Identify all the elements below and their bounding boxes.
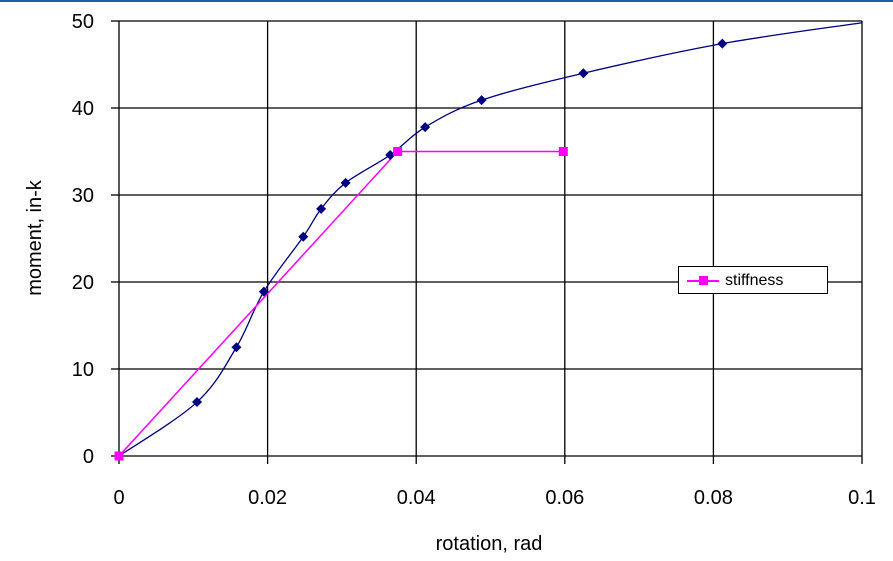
series-layer (114, 22, 863, 461)
top-border-rule (0, 0, 893, 2)
y-tick-label: 0 (83, 446, 94, 468)
y-tick-label: 20 (72, 272, 94, 294)
legend-swatch-marker (699, 276, 708, 285)
x-tick-label: 0 (113, 487, 124, 509)
moment-data-point (578, 68, 589, 79)
moment-data-point (231, 342, 242, 353)
moment-curve-line (118, 22, 863, 457)
moment-data-point (192, 397, 203, 408)
y-tick-label: 40 (72, 98, 94, 120)
grid-lines (111, 20, 863, 464)
x-tick-label: 0.04 (397, 487, 436, 509)
moment-data-point (340, 177, 351, 188)
legend-label-stiffness: stiffness (725, 272, 784, 289)
moment-data-point (476, 95, 487, 106)
legend: stiffness (678, 266, 828, 294)
y-tick-label: 50 (72, 11, 94, 33)
moment-data-point (385, 149, 396, 160)
moment-data-point (316, 203, 327, 214)
moment-data-point (420, 122, 431, 133)
moment-data-point (258, 286, 269, 297)
x-tick-label: 0.1 (848, 487, 876, 509)
x-tick-label: 0.08 (694, 487, 733, 509)
moment-data-point (717, 38, 728, 49)
stiffness-data-point (114, 451, 124, 461)
stiffness-line (118, 150, 564, 457)
tick-labels: 0 0.02 0.04 0.06 0.08 0.1 0 10 20 30 40 50 (72, 11, 876, 509)
y-axis-label: moment, in-k (24, 179, 46, 296)
y-tick-label: 10 (72, 359, 94, 381)
stiffness-data-point (393, 147, 403, 156)
x-axis-label: rotation, rad (436, 533, 543, 555)
stiffness-data-point (558, 147, 568, 156)
x-tick-label: 0.06 (545, 487, 584, 509)
moment-data-point (298, 231, 309, 242)
x-tick-label: 0.02 (248, 487, 287, 509)
y-tick-label: 30 (72, 185, 94, 207)
